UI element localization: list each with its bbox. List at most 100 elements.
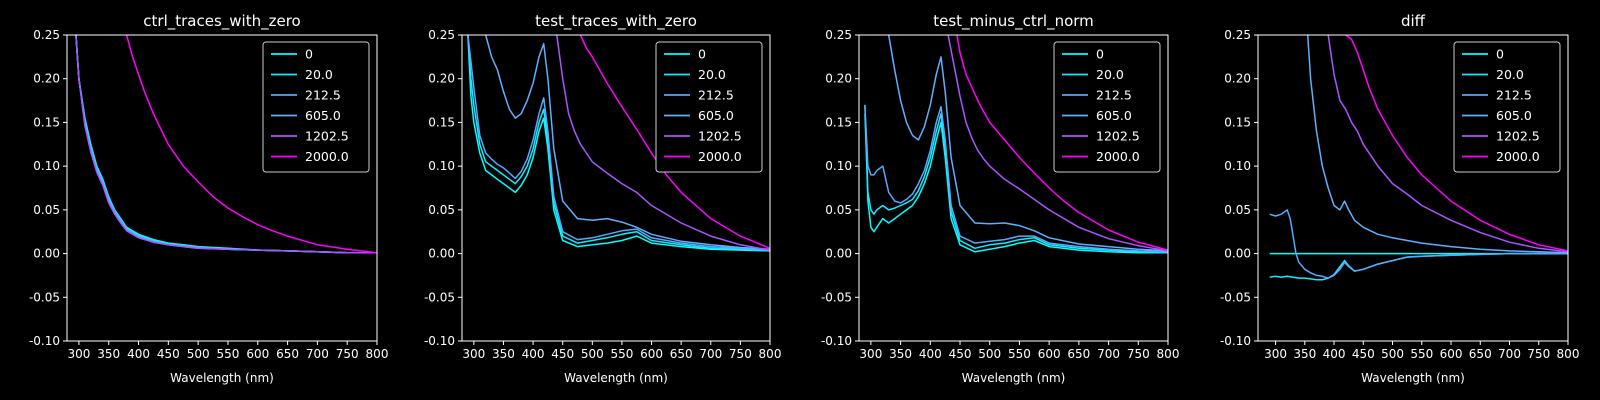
series-line-2000.0	[1345, 35, 1568, 252]
legend-label: 212.5	[698, 88, 734, 103]
y-tick-label: 0.05	[428, 203, 455, 217]
y-tick-label: 0.25	[33, 28, 60, 42]
x-tick-label: 400	[919, 347, 942, 361]
y-tick-label: -0.05	[1220, 290, 1251, 304]
y-tick-label: 0.15	[428, 115, 455, 129]
legend-label: 212.5	[1496, 88, 1532, 103]
y-tick-label: 0.20	[1224, 72, 1251, 86]
y-tick-label: 0.05	[1224, 203, 1251, 217]
legend-label: 212.5	[305, 88, 341, 103]
legend-label: 0	[305, 47, 313, 62]
chart-title: test_traces_with_zero	[535, 12, 697, 31]
legend-label: 0	[1096, 47, 1104, 62]
y-tick-label: 0.10	[33, 159, 60, 173]
x-tick-label: 350	[97, 347, 120, 361]
y-tick-label: -0.05	[29, 290, 60, 304]
x-tick-label: 750	[729, 347, 752, 361]
legend-label: 2000.0	[1096, 149, 1140, 164]
legend-label: 605.0	[305, 108, 341, 123]
series-line-1202.5	[75, 35, 377, 254]
chart-panel-3: test_minus_ctrl_norm 300 350 400 450 500 550 60…	[821, 12, 1180, 385]
chart-panel-1: ctrl_traces_with_zero 300 350 400 450 500 550 6…	[29, 12, 389, 385]
x-tick-label: 600	[246, 347, 269, 361]
y-tick-label: 0.15	[33, 115, 60, 129]
series-line-212.5	[1269, 209, 1568, 279]
series-line-1202.5	[1327, 35, 1568, 253]
x-tick-label: 300	[67, 347, 90, 361]
x-tick-label: 300	[462, 347, 485, 361]
legend-label: 0	[698, 47, 706, 62]
y-tick-label: 0.10	[825, 159, 852, 173]
x-axis-label: Wavelength (nm)	[962, 371, 1066, 385]
x-tick-label: 750	[336, 347, 359, 361]
x-tick-label: 600	[1038, 347, 1061, 361]
series-line-212.5	[864, 104, 1168, 253]
y-tick-label: -0.10	[1220, 334, 1251, 348]
y-tick-label: 0.25	[1224, 28, 1251, 42]
x-tick-label: 500	[978, 347, 1001, 361]
series-group	[864, 35, 1168, 254]
x-tick-label: 450	[949, 347, 972, 361]
x-tick-label: 400	[127, 347, 150, 361]
chart-title: diff	[1401, 12, 1426, 30]
series-line-2000.0	[579, 35, 770, 249]
x-tick-label: 450	[157, 347, 180, 361]
x-tick-label: 400	[1323, 347, 1346, 361]
y-tick-label: 0.15	[1224, 115, 1251, 129]
x-tick-label: 800	[759, 347, 782, 361]
x-tick-label: 800	[1157, 347, 1180, 361]
y-tick-label: -0.10	[821, 334, 852, 348]
y-tick-label: 0.00	[33, 247, 60, 261]
x-tick-label: 300	[859, 347, 882, 361]
y-tick-label: 0.10	[428, 159, 455, 173]
legend-label: 20.0	[1496, 67, 1524, 82]
y-tick-label: -0.10	[29, 334, 60, 348]
axes-frame	[1257, 34, 1569, 342]
x-tick-label: 650	[276, 347, 299, 361]
x-tick-label: 450	[1352, 347, 1375, 361]
y-tick-label: 0.20	[33, 72, 60, 86]
x-tick-label: 350	[492, 347, 515, 361]
legend-label: 212.5	[1096, 88, 1132, 103]
x-axis-label: Wavelength (nm)	[170, 371, 274, 385]
legend-label: 0	[1496, 47, 1504, 62]
legend-label: 20.0	[698, 67, 726, 82]
series-line-212.5	[467, 35, 770, 251]
legend-label: 2000.0	[305, 149, 349, 164]
series-line-20.0	[864, 112, 1168, 254]
x-tick-label: 350	[889, 347, 912, 361]
series-line-2000.0	[956, 35, 1168, 251]
x-tick-label: 300	[1264, 347, 1287, 361]
y-tick-label: 0.15	[825, 115, 852, 129]
series-group	[467, 35, 770, 252]
y-tick-label: 0.25	[428, 28, 455, 42]
y-tick-label: 0.10	[1224, 159, 1251, 173]
x-tick-label: 500	[581, 347, 604, 361]
series-line-0	[467, 35, 770, 252]
x-tick-label: 600	[1440, 347, 1463, 361]
y-tick-label: -0.05	[821, 290, 852, 304]
legend-label: 605.0	[698, 108, 734, 123]
y-tick-label: -0.10	[424, 334, 455, 348]
legend-label: 2000.0	[1496, 149, 1540, 164]
y-tick-label: 0.00	[1224, 247, 1251, 261]
x-tick-label: 800	[1557, 347, 1580, 361]
x-tick-label: 700	[699, 347, 722, 361]
series-line-1202.5	[556, 35, 770, 251]
x-tick-label: 800	[366, 347, 389, 361]
y-tick-label: -0.05	[424, 290, 455, 304]
series-line-1202.5	[947, 35, 1168, 252]
x-tick-label: 450	[551, 347, 574, 361]
axes-frame	[858, 34, 1169, 342]
series-line-0	[864, 104, 1168, 254]
chart-panel-2: test_traces_with_zero 300 350 400 450 500 550 6…	[424, 12, 782, 385]
y-tick-label: 0.20	[428, 72, 455, 86]
legend-label: 605.0	[1096, 108, 1132, 123]
x-tick-label: 700	[1097, 347, 1120, 361]
x-axis-label: Wavelength (nm)	[564, 371, 668, 385]
y-tick-label: 0.00	[428, 247, 455, 261]
y-tick-label: 0.20	[825, 72, 852, 86]
x-axis-label: Wavelength (nm)	[1361, 371, 1465, 385]
axes-frame	[461, 34, 771, 342]
